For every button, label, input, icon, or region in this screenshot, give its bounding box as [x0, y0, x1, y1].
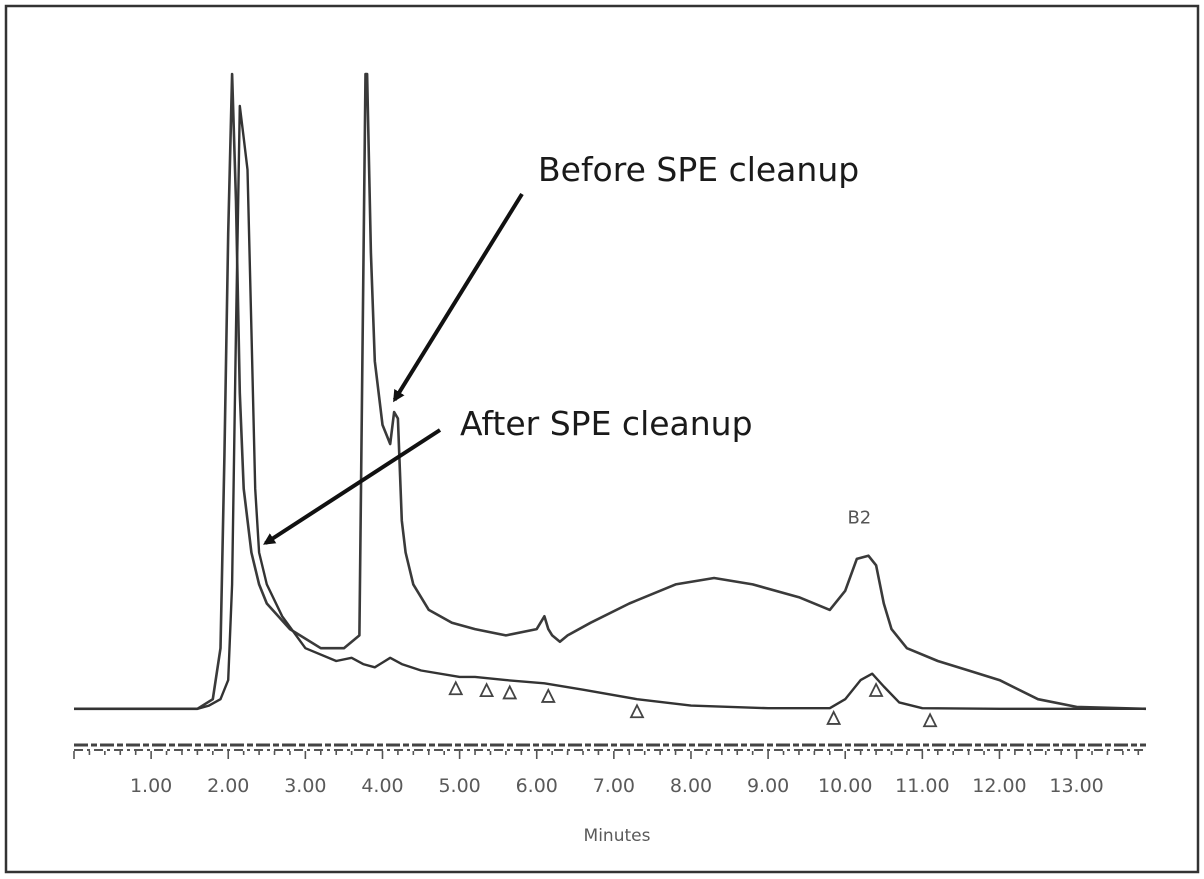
x-tick-label: 4.00 — [361, 775, 403, 797]
peak-marker — [479, 682, 495, 698]
x-tick-label: 12.00 — [972, 775, 1026, 797]
peak-marker — [868, 681, 884, 697]
figure-border — [4, 4, 1200, 874]
x-tick-label: 8.00 — [670, 775, 712, 797]
peak-label-b2: B2 — [847, 508, 871, 529]
x-tick-label: 2.00 — [207, 775, 249, 797]
peak-marker — [629, 703, 645, 719]
x-tick-label: 3.00 — [284, 775, 326, 797]
peak-marker — [502, 684, 518, 700]
x-tick-label: 9.00 — [747, 775, 789, 797]
arrow-before-spe — [392, 192, 524, 403]
series-group — [74, 72, 1147, 711]
x-tick-label: 1.00 — [130, 775, 172, 797]
peak-marker — [922, 712, 938, 728]
x-tick-label: 13.00 — [1049, 775, 1103, 797]
x-tick-label: 11.00 — [895, 775, 949, 797]
x-axis: 1.00 2.00 3.00 4.00 5.00 6.00 7.00 8.00 9.00 10.0… — [73, 743, 1146, 797]
series-after-spe-line — [74, 104, 1146, 710]
annotation-group: Before SPE cleanup After SPE cleanup B2 — [263, 150, 871, 545]
series-before-spe-line — [74, 72, 1147, 711]
annotation-after-spe: After SPE cleanup — [460, 404, 753, 443]
x-tick-label: 6.00 — [516, 775, 558, 797]
peak-marker — [826, 709, 842, 725]
x-tick-label: 5.00 — [438, 775, 480, 797]
x-tick-label: 7.00 — [593, 775, 635, 797]
peak-marker-group — [448, 680, 938, 728]
peak-marker — [540, 687, 556, 703]
annotation-before-spe: Before SPE cleanup — [538, 150, 859, 189]
arrow-after-spe — [263, 428, 442, 545]
x-axis-title: Minutes — [584, 826, 651, 846]
x-tick-label: 10.00 — [818, 775, 872, 797]
peak-marker — [448, 680, 464, 696]
